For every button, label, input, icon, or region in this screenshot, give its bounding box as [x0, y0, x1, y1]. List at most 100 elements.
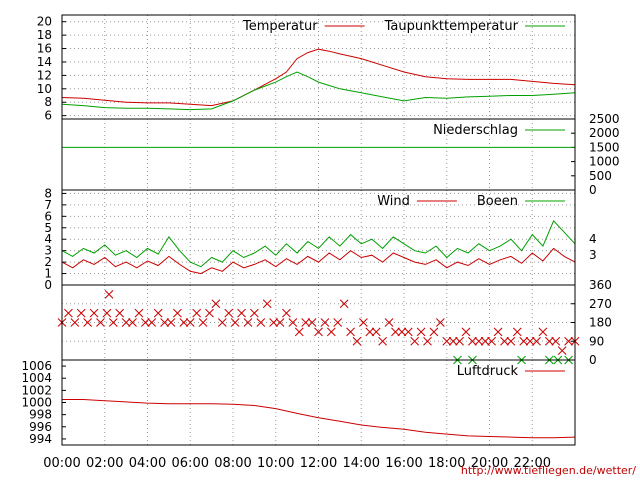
wind-direction-point	[397, 327, 407, 337]
precipitation-ytick-label: 1000	[589, 155, 620, 169]
wind-direction-point	[269, 318, 278, 327]
temperature-ytick-label: 6	[44, 109, 52, 123]
wind-direction-point	[339, 299, 349, 309]
wind-direction-point	[480, 336, 490, 346]
wind-direction-point	[211, 299, 221, 309]
wind-direction-point	[506, 336, 516, 346]
wind-direction-point	[198, 318, 208, 327]
x-tick-label: 08:00	[214, 456, 251, 471]
x-tick-label: 02:00	[86, 456, 123, 471]
wind-direction-point	[538, 327, 548, 337]
wind-direction-point	[160, 318, 169, 327]
wind-ytick-label: 3	[44, 244, 52, 258]
wind-direction-point	[346, 327, 355, 337]
precipitation-ytick-label: 2000	[589, 126, 620, 140]
wind-direction-point	[429, 327, 439, 337]
wind-direction-point	[333, 318, 343, 327]
wind-ytick-label: 6	[44, 209, 52, 223]
wind-direction-point	[217, 318, 227, 327]
wind-direction-ytick-label: 180	[589, 316, 612, 330]
wind-direction-point	[173, 308, 182, 318]
precipitation-ytick-label: 500	[589, 169, 612, 183]
wind-direction-point	[192, 308, 202, 318]
wind-direction-point	[307, 318, 317, 327]
wind-direction-point	[179, 318, 189, 327]
wind-direction-point	[250, 308, 259, 318]
pressure-ytick-label: 1002	[21, 383, 52, 397]
source-url[interactable]: http://www.tiefliegen.de/wetter/	[461, 464, 636, 477]
wind-direction-point	[83, 318, 93, 327]
wind-direction-ytick-label: 0	[589, 353, 597, 367]
wind-direction-point	[416, 327, 426, 337]
wind-direction-point	[282, 308, 291, 318]
wind-direction-point	[500, 336, 509, 346]
precipitation-ytick-label: 0	[589, 183, 597, 197]
wind-direction-point	[141, 318, 150, 327]
temperature-ytick-label: 10	[37, 82, 52, 96]
wind-direction-point	[314, 327, 323, 337]
wind-y2tick-label: 3	[589, 248, 597, 262]
pressure-ytick-label: 994	[29, 432, 52, 446]
wind-direction-point	[564, 336, 573, 346]
temperature-series-0	[61, 48, 576, 107]
temperature-ytick-label: 14	[37, 55, 52, 69]
wind-direction-point	[410, 336, 420, 346]
wind-direction-point	[442, 336, 452, 346]
wind-direction-panel: 0 90 180 270 360	[57, 278, 612, 367]
wind-direction-point	[532, 336, 541, 346]
temperature-ytick-label: 20	[37, 15, 52, 29]
wind-direction-point	[378, 336, 387, 346]
wind-direction-point	[551, 336, 561, 346]
wind-direction-point	[544, 336, 554, 346]
wind-direction-point	[512, 327, 522, 337]
wind-series-1	[61, 219, 576, 268]
wind-direction-point	[115, 308, 125, 318]
wind-legend-label: Boeen	[477, 194, 518, 209]
wind-direction-point	[448, 336, 458, 346]
wind-direction-point	[352, 336, 362, 346]
wind-direction-point	[435, 318, 445, 327]
wind-direction-ytick-label: 360	[589, 278, 612, 292]
wind-direction-point	[326, 327, 336, 337]
wind-direction-point	[205, 308, 214, 318]
pressure-legend-label: Luftdruck	[457, 364, 519, 379]
wind-direction-point	[121, 318, 131, 327]
pressure-series-0	[62, 399, 576, 439]
wind-direction-point	[96, 318, 105, 327]
wind-direction-point	[474, 336, 484, 346]
wind-direction-point	[403, 327, 413, 337]
wind-direction-point	[262, 299, 272, 309]
precipitation-legend-label: Niederschlag	[433, 123, 518, 138]
pressure-ytick-label: 998	[29, 408, 52, 422]
wind-direction-point	[89, 308, 99, 318]
wind-direction-point	[70, 318, 80, 327]
wind-direction-point	[301, 318, 311, 327]
x-axis-labels: 00:00 02:00 04:00 06:00 08:00 10:00 12:00 14:00…	[43, 456, 551, 471]
wind-direction-point	[320, 318, 330, 327]
temperature-legend-label: Taupunkttemperatur	[384, 19, 519, 34]
wind-direction-point	[468, 336, 477, 346]
wind-legend-label: Wind	[377, 194, 410, 209]
wind-direction-point	[108, 318, 118, 327]
temperature-ytick-label: 12	[37, 68, 52, 82]
wind-direction-point	[557, 346, 567, 355]
wind-direction-point	[64, 308, 73, 318]
wind-direction-point	[525, 336, 535, 346]
wind-direction-point	[237, 308, 246, 318]
pressure-ytick-label: 996	[29, 420, 52, 434]
temperature-ytick-label: 18	[37, 28, 52, 42]
x-tick-label: 22:00	[514, 456, 551, 471]
wind-direction-point	[294, 327, 304, 337]
precipitation-ytick-label: 1500	[589, 140, 620, 154]
wind-direction-point	[166, 318, 176, 327]
temperature-ytick-label: 8	[44, 95, 52, 109]
wind-ytick-label: 7	[44, 198, 52, 212]
wind-ytick-label: 8	[44, 186, 52, 200]
x-tick-label: 18:00	[428, 456, 465, 471]
x-tick-label: 20:00	[471, 456, 508, 471]
temperature-legend-label: Temperatur	[242, 19, 318, 34]
wind-ytick-label: 4	[44, 232, 52, 246]
